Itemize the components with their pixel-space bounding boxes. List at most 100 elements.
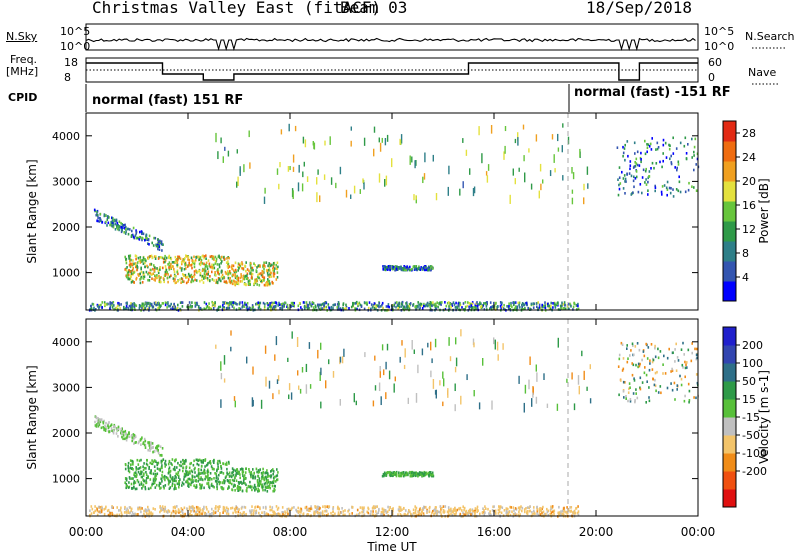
echo-cell [271,506,274,509]
echo-cell [326,505,328,508]
echo-cell [220,464,222,468]
echo-cell [257,505,259,509]
echo-cell [404,307,406,310]
echo-cell [272,262,275,265]
echo-cell [133,486,135,489]
echo-cell [132,477,134,480]
echo-cell [648,170,651,173]
echo-cell [327,303,330,306]
echo-cell [242,277,244,280]
echo-cell [209,279,211,283]
echo-cell [97,305,99,308]
echo-cell [229,481,231,485]
echo-cell [539,507,541,510]
echo-cell [500,511,503,515]
echo-cell [111,221,114,224]
echo-cell [262,270,264,274]
echo-cell [536,505,538,509]
echo-cell [147,272,149,276]
echo-cell [510,301,512,305]
echo-cell [313,512,315,516]
echo-cell [274,267,276,270]
echo-cell [348,508,350,512]
echo-cell [209,265,212,269]
echo-cell [107,508,110,512]
echo-cell [224,476,227,479]
echo-cell [436,513,438,517]
echo-cell [510,304,512,307]
echo-cell [513,301,516,305]
echo-cell [345,189,348,198]
echo-cell [577,307,580,311]
echo-cell [172,509,175,513]
echo-cell [272,472,274,476]
echo-cell [621,170,623,174]
echo-cell [430,473,432,477]
echo-cell [486,175,489,183]
echo-cell [179,301,182,304]
echo-cell [653,383,656,387]
echo-cell [403,265,405,268]
echo-cell [167,509,170,512]
echo-cell [347,509,349,513]
echo-cell [338,513,341,517]
echo-cell [434,338,437,348]
echo-cell [107,221,110,225]
echo-cell [357,302,359,306]
echo-cell [429,268,432,272]
echo-cell [378,305,380,309]
echo-cell [643,371,646,375]
colorbar-label: Velocity [m s-1] [757,370,771,464]
echo-cell [231,301,233,304]
echo-cell [114,219,116,223]
echo-cell [353,302,355,305]
echo-cell [123,231,125,234]
echo-cell [129,259,131,263]
echo-cell [165,463,167,467]
echo-cell [142,273,145,276]
echo-cell [121,225,124,229]
echo-cell [188,261,190,265]
echo-cell [160,509,163,512]
echo-cell [147,307,149,311]
echo-cell [628,387,630,391]
echo-cell [675,188,678,191]
echo-cell [411,340,413,350]
echo-cell [149,263,151,266]
echo-cell [632,392,635,395]
echo-cell [380,305,382,308]
echo-cell [130,507,133,511]
echo-cell [435,509,437,512]
echo-cell [321,307,323,310]
echo-cell [257,475,260,478]
echo-cell [562,507,565,510]
freq-panel: 18 8 60 0 [64,56,778,85]
echo-cell [221,260,223,263]
echo-cell [150,447,152,450]
echo-cell [174,281,176,285]
echo-cell [221,273,224,277]
echo-cell [498,505,501,509]
echo-cell [232,303,234,306]
echo-cell [90,304,92,308]
echo-cell [208,478,211,482]
echo-cell [421,508,423,512]
echo-cell [158,248,161,251]
echo-cell [302,301,305,304]
echo-cell [362,178,364,183]
echo-cell [672,136,674,140]
echo-cell [305,305,308,309]
echo-cell [523,402,525,413]
echo-cell [162,475,164,479]
echo-cell [150,472,152,475]
echo-cell [481,304,484,308]
echo-cell [272,301,274,305]
echo-cell [199,272,202,275]
echo-cell [246,486,248,490]
echo-cell [475,308,477,311]
echo-cell [518,375,520,384]
echo-cell [120,427,122,431]
echo-cell [386,265,389,269]
echo-cell [212,484,214,488]
echo-cell [156,243,159,247]
